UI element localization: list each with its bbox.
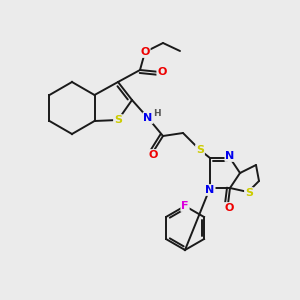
Text: S: S xyxy=(245,188,253,198)
Text: F: F xyxy=(181,201,189,211)
Text: O: O xyxy=(157,67,167,77)
Text: O: O xyxy=(224,203,234,213)
Text: O: O xyxy=(140,47,150,57)
Text: N: N xyxy=(143,113,153,123)
Text: N: N xyxy=(206,185,214,195)
Text: S: S xyxy=(114,115,122,125)
Text: H: H xyxy=(153,109,161,118)
Text: S: S xyxy=(196,145,204,155)
Text: N: N xyxy=(225,151,235,161)
Text: O: O xyxy=(148,150,158,160)
